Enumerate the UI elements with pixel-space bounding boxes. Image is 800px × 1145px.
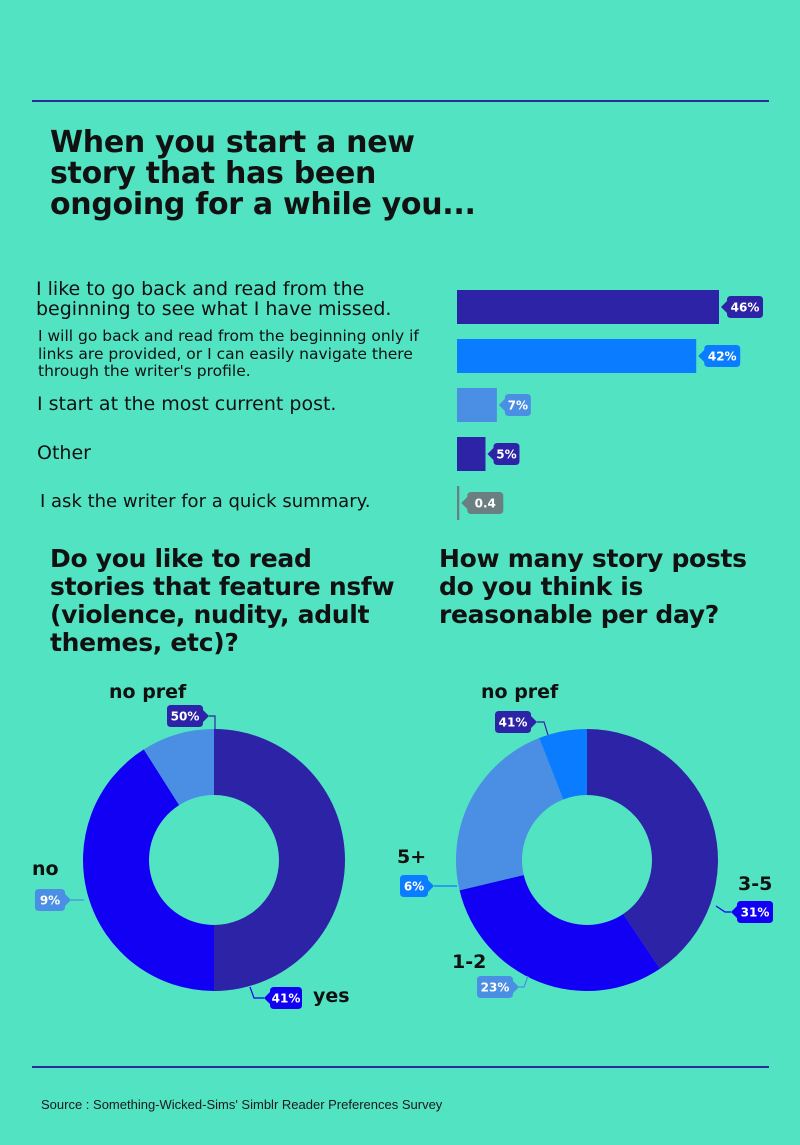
posts-slice-2 — [459, 875, 660, 991]
posts-category-4: 5+ — [397, 846, 426, 868]
bar-1-tag — [721, 296, 763, 318]
nsfw-1-tag — [167, 705, 209, 727]
bar-label-2: I will go back and read from the beginni… — [38, 327, 419, 380]
posts-1-tag — [495, 711, 537, 733]
posts-slice-1 — [587, 729, 719, 969]
bar-1-value: 46% — [731, 301, 760, 315]
source-note: Source : Something-Wicked-Sims' Simblr R… — [41, 1097, 443, 1112]
bar-label-4: Other — [37, 442, 91, 464]
posts-category-3: 1-2 — [452, 951, 486, 973]
bar-2 — [457, 339, 697, 373]
posts-category-1: no pref — [481, 681, 559, 703]
posts-leader-2 — [715, 905, 731, 913]
posts-2-value: 31% — [741, 906, 770, 920]
nsfw-chart-title: Do you like to read stories that feature… — [50, 544, 395, 657]
posts-chart-title: How many story posts do you think is rea… — [439, 544, 747, 629]
nsfw-slice-3 — [143, 729, 214, 806]
nsfw-category-1: no pref — [109, 681, 187, 703]
bar-chart-title: When you start a new story that has been… — [50, 125, 476, 222]
posts-4-value: 6% — [404, 880, 424, 894]
nsfw-leader-1 — [209, 715, 216, 730]
bar-4 — [457, 437, 486, 471]
nsfw-2-tag — [264, 987, 302, 1009]
posts-3-value: 23% — [481, 981, 510, 995]
bar-5-value: 0.4 — [475, 497, 496, 511]
nsfw-slice-1 — [214, 729, 345, 991]
posts-category-2: 3-5 — [738, 873, 772, 895]
nsfw-leader-2 — [249, 986, 264, 999]
bottom-rule — [32, 1066, 769, 1068]
bar-2-value: 42% — [708, 350, 737, 364]
bar-3-value: 7% — [508, 399, 528, 413]
nsfw-slice-2 — [82, 749, 214, 991]
posts-slice-3 — [456, 738, 564, 891]
posts-1-value: 41% — [499, 716, 528, 730]
bar-3-tag — [498, 394, 531, 416]
bar-5 — [457, 486, 460, 520]
bar-1 — [457, 290, 719, 324]
nsfw-category-2: yes — [313, 985, 350, 1007]
nsfw-2-value: 41% — [272, 992, 301, 1006]
bar-3 — [457, 388, 497, 422]
posts-2-tag — [731, 901, 773, 923]
bar-5-tag — [461, 492, 504, 514]
posts-4-tag — [400, 875, 434, 897]
posts-slice-4 — [539, 729, 587, 800]
bar-label-3: I start at the most current post. — [37, 393, 337, 415]
nsfw-category-3: no — [32, 858, 59, 880]
top-rule — [32, 100, 769, 102]
posts-leader-3 — [519, 975, 529, 988]
posts-leader-1 — [537, 721, 549, 736]
bar-label-5: I ask the writer for a quick summary. — [40, 491, 371, 512]
bar-chart: 46% 42% 7% 5% 0.4 — [457, 290, 763, 520]
bar-4-tag — [487, 443, 520, 465]
bar-2-tag — [698, 345, 741, 367]
nsfw-1-value: 50% — [171, 710, 200, 724]
posts-3-tag — [477, 976, 519, 998]
nsfw-3-tag — [35, 889, 71, 911]
nsfw-3-value: 9% — [40, 894, 60, 908]
bar-4-value: 5% — [496, 448, 516, 462]
bar-label-1: I like to go back and read from the begi… — [36, 278, 392, 320]
